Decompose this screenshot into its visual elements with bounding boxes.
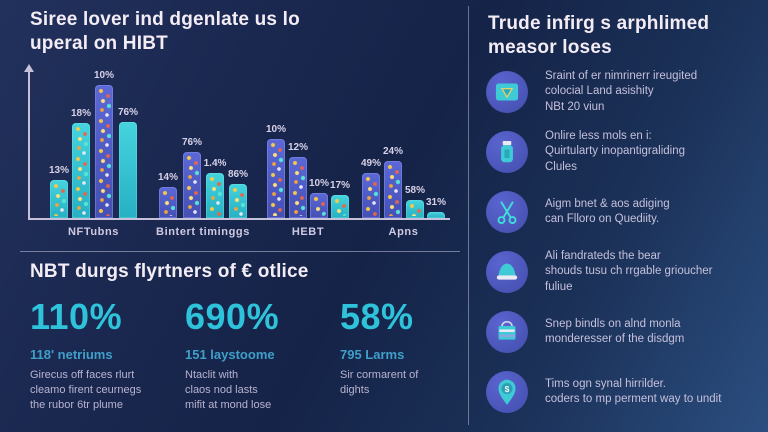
bar-value-label: 10% bbox=[265, 124, 287, 135]
bar bbox=[183, 152, 201, 218]
list-item-text: Sraint of er nimrinerr ireugited colocia… bbox=[545, 70, 698, 113]
bar bbox=[159, 187, 177, 218]
bar-texture bbox=[386, 164, 400, 216]
bar bbox=[406, 200, 424, 218]
bar-value-label: 58% bbox=[404, 185, 426, 196]
bar-texture bbox=[291, 160, 305, 216]
list-item: $ Tims ogn synal hirrilder. coders to mp … bbox=[486, 364, 758, 420]
bar-value-label: 49% bbox=[360, 158, 382, 169]
bar-texture bbox=[74, 126, 88, 216]
list-item: Aigm bnet & aos adiging can Flloro on Qu… bbox=[486, 184, 758, 240]
bar-value-label: 76% bbox=[181, 137, 203, 148]
bar-texture bbox=[208, 176, 222, 216]
stat-value: 58% bbox=[340, 296, 414, 337]
bar-value-label: 17% bbox=[329, 180, 351, 191]
bar-texture bbox=[161, 190, 175, 216]
triangle-badge-icon bbox=[486, 71, 528, 113]
svg-text:$: $ bbox=[505, 384, 510, 394]
bar-value-label: 10% bbox=[308, 178, 330, 189]
bar-value-label: 10% bbox=[93, 70, 115, 81]
list-item-text: Ali fandrateds the bear shouds tusu ch r… bbox=[545, 250, 713, 293]
bar bbox=[206, 173, 224, 218]
bar-value-label: 18% bbox=[70, 108, 92, 119]
bar bbox=[50, 180, 68, 218]
stat-value: 110% bbox=[30, 296, 123, 337]
bar-chart: 13% 18% 10% 76% NFTubns 14% 76% 1.4% 86% Bintert … bbox=[24, 64, 450, 238]
right-panel-title: Trude infirg s arphlimed measor loses bbox=[488, 13, 710, 58]
bar-value-label: 76% bbox=[117, 107, 139, 118]
bar-value-label: 12% bbox=[287, 142, 309, 153]
bar bbox=[229, 184, 247, 218]
toolbox-icon bbox=[486, 311, 528, 353]
bar-value-label: 1.4% bbox=[203, 158, 227, 169]
list-item-text: Onlire less mols en i: Quirtularty inopa… bbox=[545, 130, 685, 173]
stat-description: Sir cormarent of dights bbox=[340, 369, 419, 396]
bar-value-label: 14% bbox=[157, 172, 179, 183]
list-item-text: Tims ogn synal hirrilder. coders to mp p… bbox=[545, 377, 722, 405]
money-pin-icon: $ bbox=[486, 371, 528, 413]
stats-section-title: NBT durgs flyrtners of € otlice bbox=[30, 261, 309, 282]
mound-icon bbox=[486, 251, 528, 293]
bar bbox=[119, 122, 137, 218]
bar-value-label: 24% bbox=[382, 146, 404, 157]
bar-texture bbox=[52, 183, 66, 216]
y-axis-arrow-icon bbox=[24, 64, 34, 72]
scissors-icon bbox=[486, 191, 528, 233]
bar-texture bbox=[185, 155, 199, 216]
stat-description: Ntaclit with claos nod lasts mifit at mo… bbox=[185, 369, 272, 411]
bottle-icon bbox=[486, 131, 528, 173]
stat-subtitle: 118' netriums bbox=[30, 347, 113, 362]
bar-texture bbox=[408, 203, 422, 216]
list-item: Sraint of er nimrinerr ireugited colocia… bbox=[486, 64, 758, 120]
bar-texture bbox=[312, 196, 326, 216]
bar bbox=[362, 173, 380, 218]
bar-value-label: 13% bbox=[48, 165, 70, 176]
stat-subtitle: 151 laystoome bbox=[185, 347, 275, 362]
horizontal-divider bbox=[20, 251, 460, 252]
x-axis-category-label: Bintert timinggs bbox=[156, 226, 250, 238]
bar bbox=[267, 139, 285, 218]
bar-texture bbox=[97, 88, 111, 216]
list-item: Snep bindls on alnd monla monderesser of… bbox=[486, 304, 758, 360]
stat-column: 690% 151 laystoome Ntaclit with claos nod … bbox=[185, 296, 335, 413]
bar bbox=[384, 161, 402, 218]
stat-description: Girecus off faces rlurt cleamo firent ce… bbox=[30, 369, 142, 411]
stat-subtitle: 795 Larms bbox=[340, 347, 405, 362]
list-item: Ali fandrateds the bear shouds tusu ch r… bbox=[486, 244, 758, 300]
stat-column: 58% 795 Larms Sir cormarent of dights bbox=[340, 296, 490, 398]
x-axis-category-label: NFTubns bbox=[67, 226, 120, 238]
bar bbox=[289, 157, 307, 218]
bar-texture bbox=[333, 198, 347, 216]
bar-texture bbox=[269, 142, 283, 216]
x-axis-category-label: HEBT bbox=[291, 226, 325, 238]
bar-texture bbox=[364, 176, 378, 216]
bar-value-label: 86% bbox=[227, 169, 249, 180]
vertical-divider bbox=[468, 6, 469, 425]
bar-value-label: 31% bbox=[425, 197, 447, 208]
list-item: Onlire less mols en i: Quirtularty inopa… bbox=[486, 124, 758, 180]
x-axis-category-label: Apns bbox=[388, 226, 419, 238]
list-item-text: Aigm bnet & aos adiging can Flloro on Qu… bbox=[545, 197, 670, 225]
stat-value: 690% bbox=[185, 296, 280, 337]
bar bbox=[427, 212, 445, 218]
left-panel-title: Siree lover ind dgenlate us lo uperal on… bbox=[30, 9, 300, 54]
bar bbox=[310, 193, 328, 218]
bar bbox=[72, 123, 90, 218]
bar bbox=[331, 195, 349, 218]
stat-column: 110% 118' netriums Girecus off faces rlurt… bbox=[30, 296, 180, 413]
list-item-text: Snep bindls on alnd monla monderesser of… bbox=[545, 317, 685, 345]
bar bbox=[95, 85, 113, 218]
bar-texture bbox=[231, 187, 245, 216]
